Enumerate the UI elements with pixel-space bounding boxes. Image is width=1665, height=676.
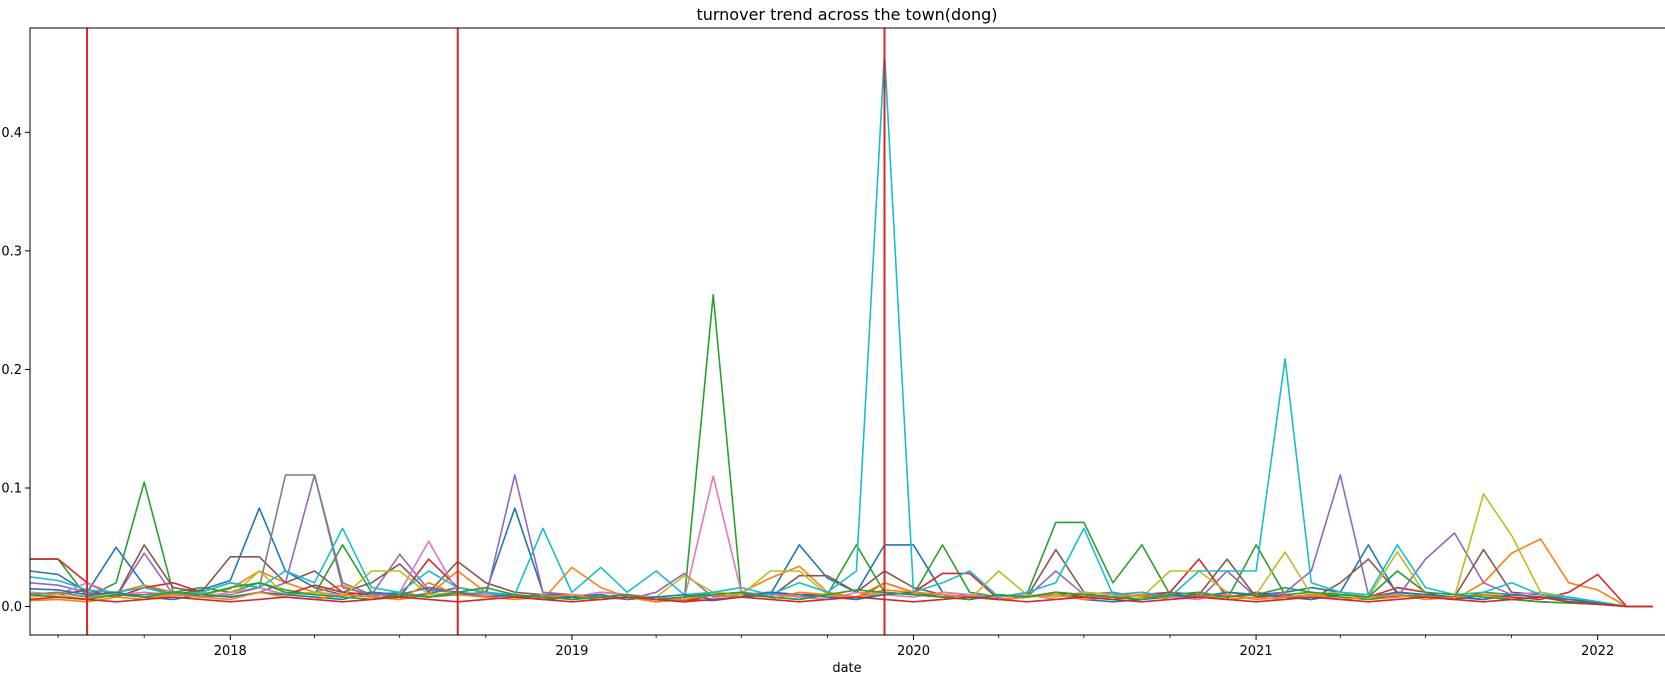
- y-axis: 0.0 0.1 0.2 0.3 0.4: [1, 126, 30, 615]
- y-tick-label: 0.0: [1, 600, 22, 615]
- series-line-13: [30, 570, 1653, 608]
- series-line-10: [30, 50, 1653, 608]
- x-tick-label: 2020: [897, 644, 930, 659]
- plot-frame: [29, 27, 1665, 636]
- x-axis: 2018 2019 2020 2021 2022: [57, 635, 1614, 659]
- series-line-2: [30, 538, 1653, 608]
- series-layer: [30, 50, 1653, 608]
- y-tick-label: 0.2: [1, 363, 22, 378]
- x-tick-label: 2021: [1240, 644, 1273, 659]
- x-tick-label: 2018: [214, 644, 247, 659]
- series-line-14: [30, 596, 1653, 608]
- x-tick-label: 2019: [555, 644, 588, 659]
- x-tick-label: 2022: [1581, 644, 1614, 659]
- event-marker-lines: [86, 28, 886, 635]
- y-tick-label: 0.3: [1, 244, 22, 259]
- y-tick-label: 0.4: [1, 126, 22, 141]
- x-axis-label: date: [832, 661, 861, 676]
- chart-title: turnover trend across the town(dong): [696, 5, 997, 24]
- y-tick-label: 0.1: [1, 481, 22, 496]
- series-line-3: [30, 293, 1653, 608]
